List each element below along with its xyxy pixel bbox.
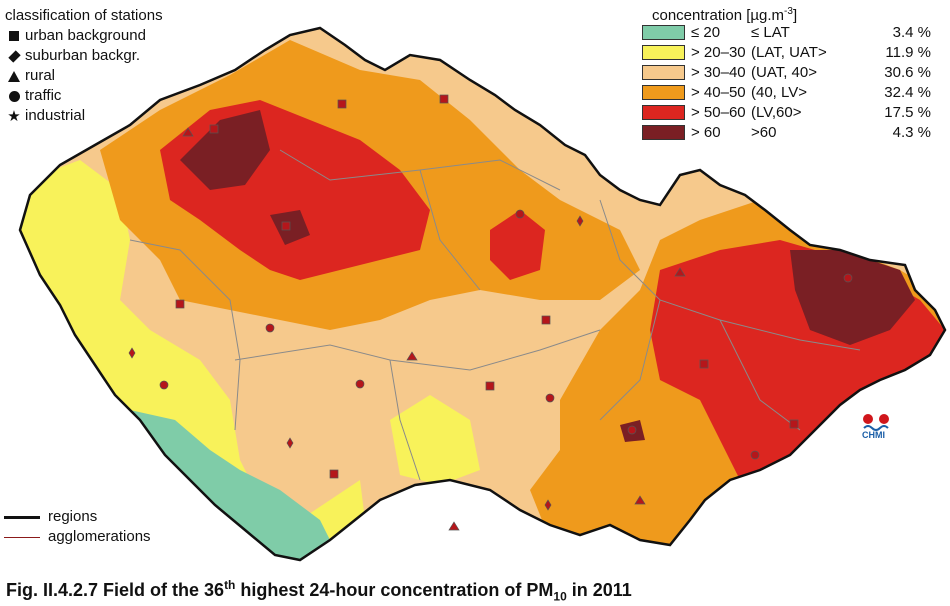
station-traffic xyxy=(355,379,365,389)
legend-item-traffic: traffic xyxy=(5,86,163,106)
class-range: > 30–40 xyxy=(691,63,746,81)
concentration-class-0: ≤ 20 ≤ LAT 3.4 % xyxy=(642,22,931,42)
station-rural xyxy=(634,495,646,505)
station-urban-background xyxy=(329,469,339,479)
country-border xyxy=(18,26,947,562)
station-traffic xyxy=(750,450,760,460)
zone-darkred-north xyxy=(180,110,270,190)
legend-label: suburban backgr. xyxy=(25,47,141,64)
legend-item-agglomerations: agglomerations xyxy=(4,527,151,547)
station-suburban xyxy=(544,499,552,511)
station-urban-background xyxy=(699,359,709,369)
station-suburban xyxy=(128,347,136,359)
class-percentage: 30.6 % xyxy=(884,63,931,81)
legend-item-regions: regions xyxy=(4,507,151,527)
color-swatch xyxy=(642,24,685,40)
legend-label: industrial xyxy=(25,107,86,124)
concentration-legend: concentration [µg.m-3] ≤ 20 ≤ LAT 3.4 % > 2… xyxy=(642,2,931,142)
concentration-class-3: > 40–50 (40, LV> 32.4 % xyxy=(642,82,931,102)
station-rural xyxy=(448,521,460,531)
station-traffic xyxy=(843,273,853,283)
star-icon: ★ xyxy=(7,107,21,125)
legend-label: traffic xyxy=(25,87,62,104)
station-urban-background xyxy=(209,124,219,134)
stations-legend: classification of stations urban backgro… xyxy=(5,6,163,126)
station-urban-background xyxy=(541,315,551,325)
color-swatch xyxy=(642,124,685,140)
stations-legend-title: classification of stations xyxy=(5,7,163,24)
chmi-logo-text: CHMI xyxy=(862,430,885,440)
station-traffic xyxy=(627,425,637,435)
station-urban-background xyxy=(175,299,185,309)
legend-item-suburban: suburban backgr. xyxy=(5,46,163,66)
station-rural xyxy=(674,267,686,277)
class-label: (LAT, UAT> xyxy=(751,43,827,61)
class-range: ≤ 20 xyxy=(691,23,721,41)
station-urban-background xyxy=(337,99,347,109)
chmi-logo-icon xyxy=(863,414,889,431)
class-range: > 50–60 xyxy=(691,103,746,121)
class-label: >60 xyxy=(751,123,777,141)
diamond-icon xyxy=(7,49,21,63)
color-swatch xyxy=(642,84,685,100)
class-percentage: 32.4 % xyxy=(884,83,931,101)
station-suburban xyxy=(576,215,584,227)
agglomerations-line-icon xyxy=(4,536,40,538)
square-icon xyxy=(7,31,21,41)
station-traffic xyxy=(545,393,555,403)
station-rural xyxy=(182,127,194,137)
class-label: (40, LV> xyxy=(751,83,808,101)
legend-item-rural: rural xyxy=(5,66,163,86)
class-percentage: 4.3 % xyxy=(892,123,931,141)
zone-green-south xyxy=(130,410,340,560)
class-percentage: 11.9 % xyxy=(885,43,931,61)
zone-darkred-ostrava xyxy=(790,250,915,345)
class-range: > 60 xyxy=(691,123,721,141)
station-urban-background xyxy=(439,94,449,104)
class-percentage: 3.4 % xyxy=(892,23,931,41)
color-swatch xyxy=(642,104,685,120)
concentration-class-1: > 20–30 (LAT, UAT> 11.9 % xyxy=(642,42,931,62)
station-suburban xyxy=(286,437,294,449)
triangle-icon xyxy=(7,70,21,82)
class-label: ≤ LAT xyxy=(751,23,790,41)
legend-item-urban-background: urban background xyxy=(5,26,163,46)
legend-label: rural xyxy=(25,67,56,84)
class-label: (UAT, 40> xyxy=(751,63,817,81)
concentration-class-2: > 30–40 (UAT, 40> 30.6 % xyxy=(642,62,931,82)
regions-line-icon xyxy=(4,515,40,519)
station-urban-background xyxy=(281,221,291,231)
figure-caption: Fig. II.4.2.7 Field of the 36th highest … xyxy=(6,578,632,604)
class-range: > 40–50 xyxy=(691,83,746,101)
line-legend: regions agglomerations xyxy=(4,507,151,547)
station-urban-background xyxy=(789,419,799,429)
legend-item-industrial: ★ industrial xyxy=(5,106,163,126)
station-rural xyxy=(406,351,418,361)
class-range: > 20–30 xyxy=(691,43,746,61)
circle-icon xyxy=(7,90,21,102)
class-label: (LV,60> xyxy=(751,103,802,121)
station-markers xyxy=(128,94,853,531)
region-boundaries xyxy=(129,149,861,481)
concentration-class-5: > 60 >60 4.3 % xyxy=(642,122,931,142)
zone-yellow-south xyxy=(390,395,480,485)
station-urban-background xyxy=(485,381,495,391)
station-traffic xyxy=(159,380,169,390)
concentration-legend-title: concentration [µg.m-3] xyxy=(652,6,798,24)
station-traffic xyxy=(515,209,525,219)
concentration-class-4: > 50–60 (LV,60> 17.5 % xyxy=(642,102,931,122)
legend-label: urban background xyxy=(25,27,146,44)
color-swatch xyxy=(642,44,685,60)
color-swatch xyxy=(642,64,685,80)
class-percentage: 17.5 % xyxy=(884,103,931,121)
station-traffic xyxy=(265,323,275,333)
zone-red-central xyxy=(490,210,545,280)
